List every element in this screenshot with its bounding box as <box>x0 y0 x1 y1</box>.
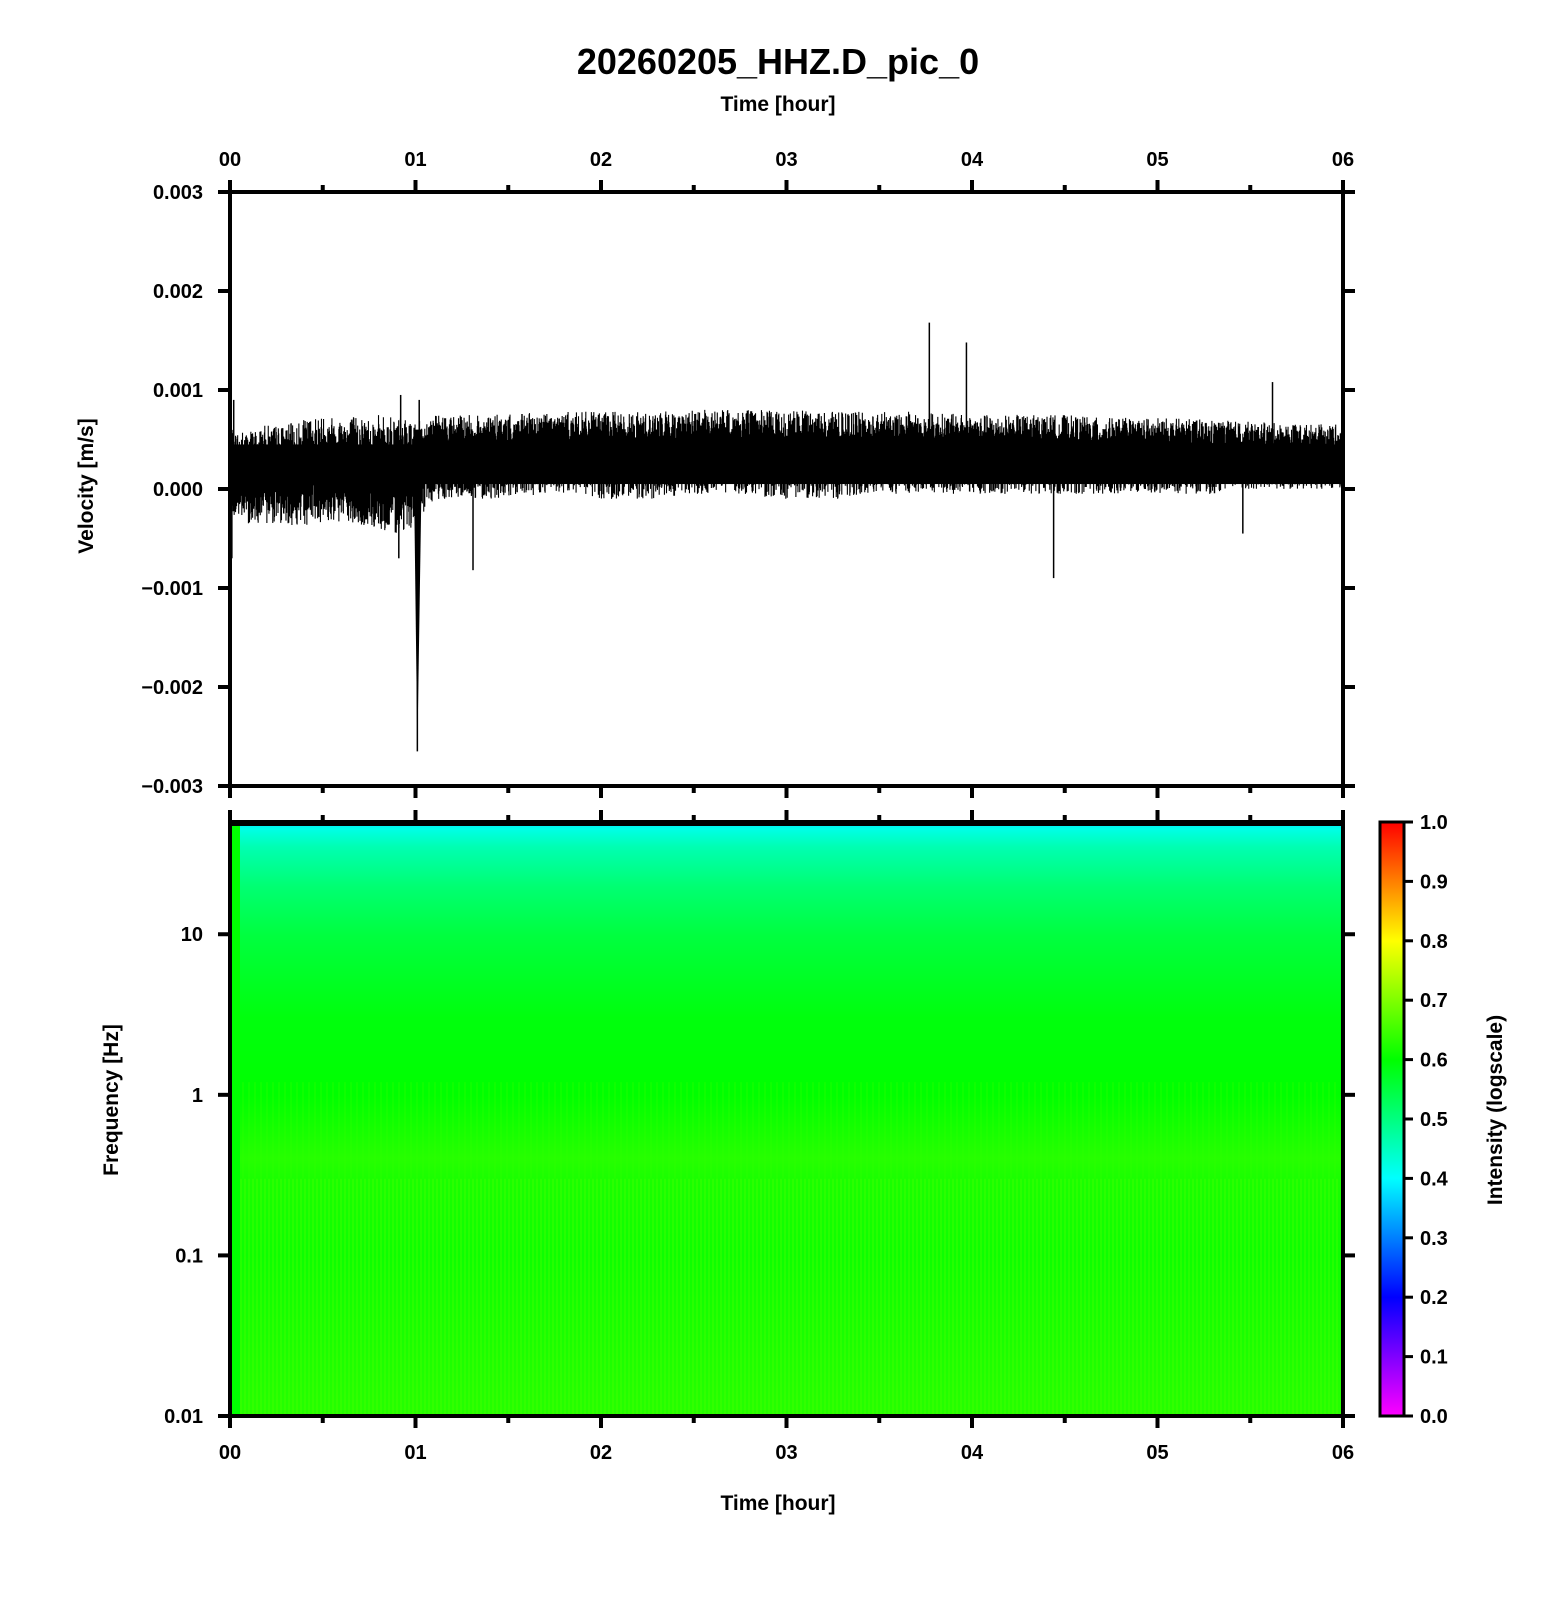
colorbar-tick-label: 0.0 <box>1420 1406 1448 1428</box>
spectrogram-x-tick-label: 05 <box>1146 1442 1168 1464</box>
spectrogram-y-tick-label: 10 <box>181 924 203 946</box>
colorbar-label: Intensity (logscale) <box>1484 1015 1507 1205</box>
spectrogram-first-column <box>232 822 240 1416</box>
colorbar: 1.0 0.9 0.8 0.7 0.6 0.5 0.4 0.3 0.2 0.1 0.0 Intens… <box>1378 812 1507 1428</box>
spectrogram-x-tick-label: 03 <box>775 1442 797 1464</box>
waveform-frame <box>228 190 1345 788</box>
colorbar-tick-label: 1.0 <box>1420 812 1448 834</box>
waveform-large-excursion <box>413 429 423 752</box>
spectrogram-y-axis-label: Frequency [Hz] <box>100 1024 123 1176</box>
colorbar-tick-label: 0.3 <box>1420 1228 1448 1250</box>
spectrogram-y-tick-label: 0.01 <box>164 1406 203 1428</box>
waveform-x-tick-label: 04 <box>961 149 984 171</box>
colorbar-ticks: 1.0 0.9 0.8 0.7 0.6 0.5 0.4 0.3 0.2 0.1 0.0 <box>1404 812 1449 1428</box>
waveform-x-tick-label: 01 <box>404 149 426 171</box>
top-x-axis-label: Time [hour] <box>720 93 835 116</box>
spectrogram-frame <box>228 820 1345 1418</box>
spectrogram-x-tick-label: 00 <box>219 1442 241 1464</box>
waveform-core-band <box>230 444 1343 485</box>
spectrogram-panel: 00 01 02 03 04 05 06 10 1 0.1 0.01 Time [hour] Fr… <box>100 810 1355 1515</box>
waveform-x-tick-label: 05 <box>1146 149 1168 171</box>
waveform-trace <box>229 322 1344 752</box>
waveform-y-tick-label: −0.003 <box>141 776 203 798</box>
colorbar-swatch <box>1378 820 1406 1418</box>
waveform-x-tick-label: 06 <box>1332 149 1354 171</box>
waveform-x-tick-labels: 00 01 02 03 04 05 06 <box>219 149 1354 171</box>
waveform-x-tick-label: 03 <box>775 149 797 171</box>
spectrogram-y-tick-labels: 10 1 0.1 0.01 <box>164 924 203 1428</box>
colorbar-tick-label: 0.4 <box>1420 1168 1449 1190</box>
spectrogram-x-tick-label: 04 <box>961 1442 984 1464</box>
waveform-x-tick-label: 00 <box>219 149 241 171</box>
colorbar-tick-label: 0.6 <box>1420 1050 1448 1072</box>
spectrogram-x-tick-label: 06 <box>1332 1442 1354 1464</box>
colorbar-tick-label: 0.7 <box>1420 990 1448 1012</box>
spectrogram-x-tick-label: 01 <box>404 1442 426 1464</box>
spectrogram-time-columns <box>230 822 1338 1416</box>
spectrogram-y-tick-label: 1 <box>192 1085 203 1107</box>
waveform-y-tick-labels: 0.003 0.002 0.001 0.000 −0.001 −0.002 −0.003 <box>141 182 203 798</box>
colorbar-tick-label: 0.5 <box>1420 1109 1448 1131</box>
waveform-y-tick-label: 0.002 <box>153 281 203 303</box>
colorbar-tick-label: 0.2 <box>1420 1287 1448 1309</box>
waveform-y-tick-label: 0.001 <box>153 380 203 402</box>
waveform-y-tick-label: 0.003 <box>153 182 203 204</box>
chart-title: 20260205_HHZ.D_pic_0 <box>577 41 979 82</box>
spectrogram-x-tick-label: 02 <box>590 1442 612 1464</box>
spectrogram-y-tick-label: 0.1 <box>175 1245 203 1267</box>
spectrogram-x-tick-labels: 00 01 02 03 04 05 06 <box>219 1442 1354 1464</box>
waveform-y-tick-label: −0.001 <box>141 578 203 600</box>
waveform-y-tick-label: −0.002 <box>141 677 203 699</box>
spectrogram-x-axis-label: Time [hour] <box>720 1492 835 1515</box>
waveform-y-tick-label: 0.000 <box>153 479 203 501</box>
colorbar-tick-label: 0.1 <box>1420 1347 1448 1369</box>
waveform-x-tick-label: 02 <box>590 149 612 171</box>
waveform-y-axis-label: Velocity [m/s] <box>75 418 98 553</box>
colorbar-tick-label: 0.9 <box>1420 871 1448 893</box>
colorbar-tick-label: 0.8 <box>1420 931 1448 953</box>
waveform-panel: 00 01 02 03 04 05 06 0.003 0.002 0.001 0.000 −0.00… <box>75 149 1355 798</box>
